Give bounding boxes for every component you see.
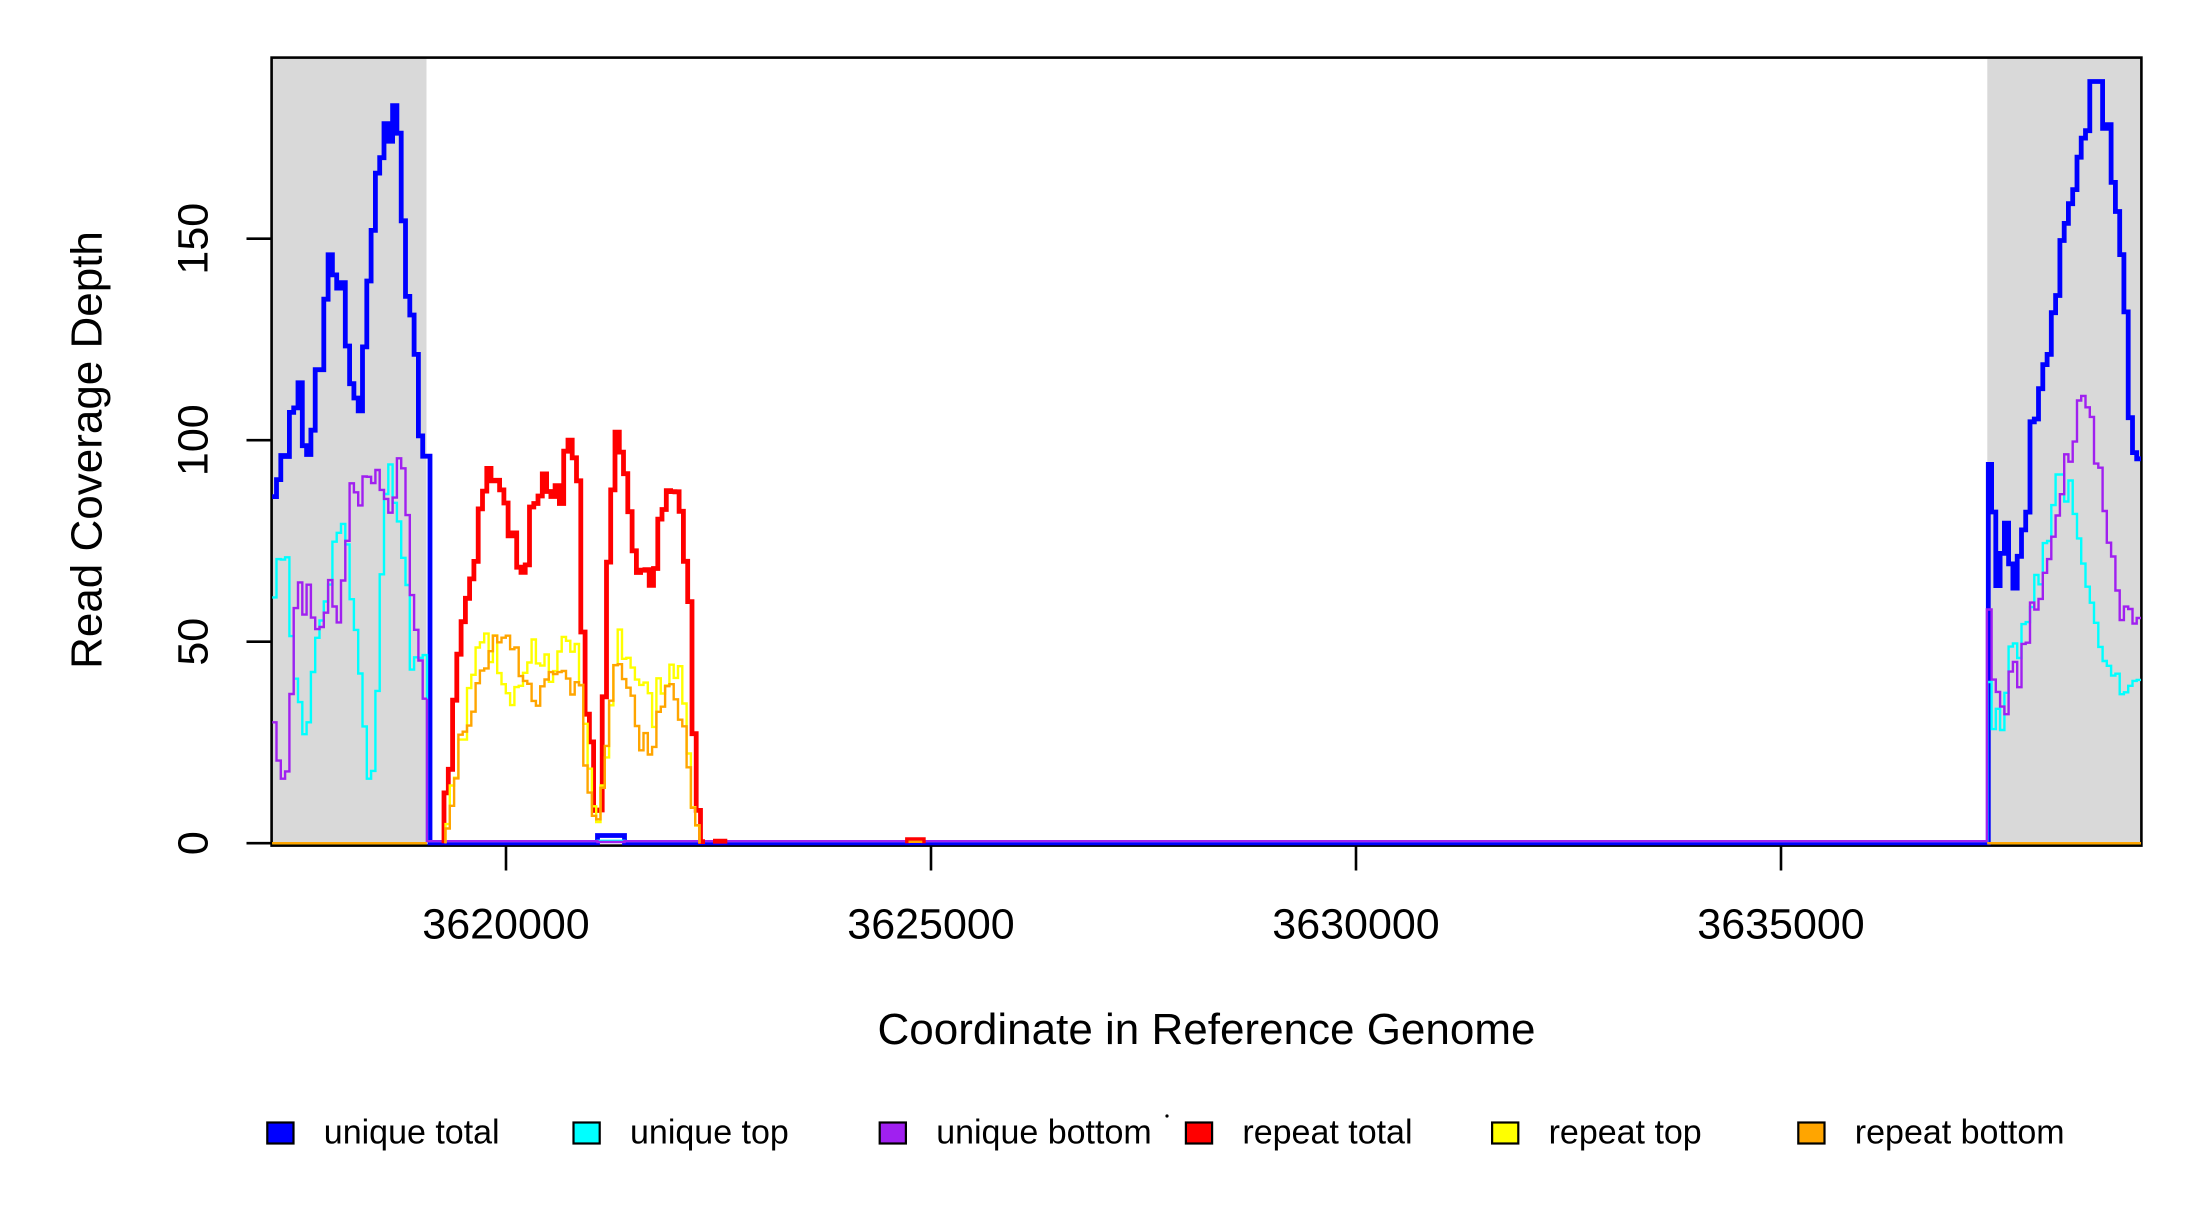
- svg-text:repeat total: repeat total: [1242, 1113, 1412, 1151]
- svg-text:Coordinate in Reference Genome: Coordinate in Reference Genome: [878, 1005, 1536, 1054]
- svg-text:unique bottom: unique bottom: [936, 1113, 1151, 1151]
- svg-text:3635000: 3635000: [1697, 901, 1864, 949]
- svg-text:0: 0: [170, 831, 218, 855]
- svg-text:100: 100: [170, 404, 218, 476]
- svg-text:3620000: 3620000: [422, 901, 589, 949]
- svg-text:50: 50: [170, 618, 218, 666]
- svg-text:unique total: unique total: [324, 1113, 500, 1151]
- svg-text:Read Coverage Depth: Read Coverage Depth: [63, 231, 112, 669]
- svg-text:3625000: 3625000: [847, 901, 1014, 949]
- svg-text:repeat bottom: repeat bottom: [1855, 1113, 2065, 1151]
- svg-text:unique top: unique top: [630, 1113, 789, 1151]
- svg-text:3630000: 3630000: [1272, 901, 1439, 949]
- svg-text:repeat top: repeat top: [1549, 1113, 1702, 1151]
- svg-text:150: 150: [170, 203, 218, 275]
